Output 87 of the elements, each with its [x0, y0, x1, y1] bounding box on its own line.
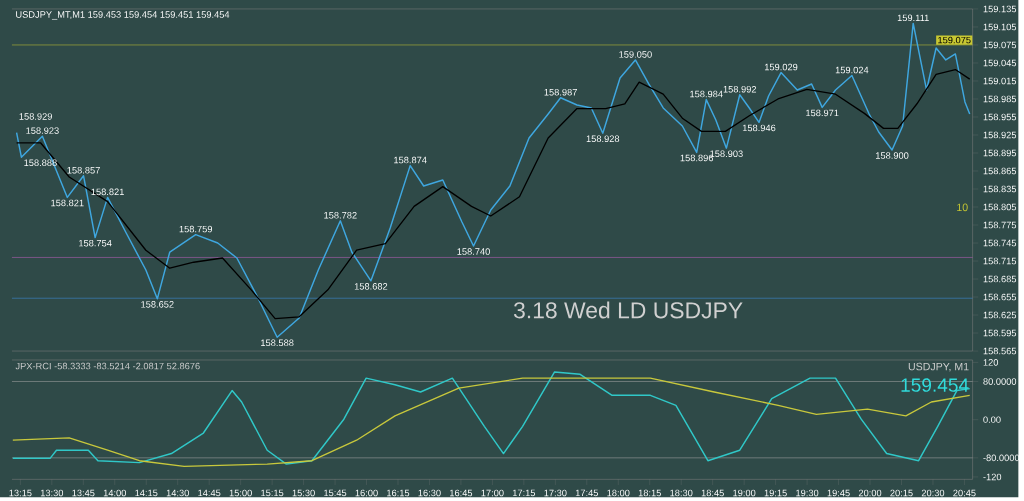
x-tick-label: 15:30: [292, 489, 315, 497]
x-tick-label: 14:45: [198, 489, 221, 497]
annotation: 158.971: [806, 109, 839, 117]
x-tick-label: 18:15: [638, 489, 661, 497]
y-tick-label: 158.595: [983, 329, 1017, 337]
x-tick-label: 20:15: [890, 489, 913, 497]
y-tick-label: 0.00: [983, 416, 1001, 424]
annotation: 158.821: [91, 188, 124, 196]
x-tick-label: 19:45: [827, 489, 850, 497]
y-tick-label: 158.835: [983, 185, 1017, 193]
x-tick-label: 18:00: [607, 489, 630, 497]
annotation: 3.18 Wed LD USDJPY: [513, 301, 743, 319]
annotation: 158.923: [26, 127, 59, 135]
x-tick-label: 17:45: [575, 489, 599, 497]
annotation: 158.652: [141, 301, 174, 308]
x-tick-label: 13:45: [72, 489, 95, 497]
x-tick-label: 17:30: [544, 489, 567, 497]
annotation: 158.987: [544, 89, 577, 96]
annotation: 158.984: [690, 90, 723, 98]
annotation: JPX-RCI -58.3333 -83.5214 -2.0817 52.8676: [15, 362, 200, 370]
annotation: 158.782: [324, 212, 357, 219]
x-tick-label: 19:15: [764, 489, 787, 497]
y-tick-label: 159.045: [983, 59, 1017, 67]
x-tick-label: 13:30: [40, 489, 64, 497]
annotation: USDJPY, M1: [908, 362, 969, 372]
x-tick-label: 16:00: [355, 489, 378, 497]
y-tick-label: 158.985: [983, 95, 1017, 103]
annotation: USDJPY_MT,M1 159.453 159.454 159.451 159.454: [16, 11, 230, 20]
y-tick-label: 158.865: [983, 167, 1017, 175]
annotation: 158.740: [457, 248, 490, 255]
y-tick-label: 158.775: [983, 221, 1017, 229]
x-tick-label: 13:15: [9, 489, 32, 497]
annotation: 158.992: [723, 86, 757, 93]
y-tick-label: 158.805: [983, 203, 1017, 211]
x-tick-label: 14:00: [103, 489, 127, 497]
annotation: 158.754: [79, 240, 112, 247]
y-tick-label: 158.745: [983, 239, 1017, 247]
y-tick-label: 158.565: [983, 347, 1017, 355]
x-tick-label: 16:45: [450, 489, 473, 497]
x-tick-label: 20:00: [858, 489, 882, 497]
y-tick-label: 159.015: [983, 77, 1017, 85]
x-tick-label: 20:30: [921, 489, 945, 497]
x-tick-label: 18:45: [701, 489, 724, 497]
annotation: 158.874: [394, 156, 427, 164]
y-tick-label: 120: [983, 359, 999, 366]
annotation: 159.029: [764, 63, 798, 71]
y-tick-label: 158.925: [983, 131, 1017, 139]
annotation: 159.111: [897, 14, 929, 22]
x-tick-label: 14:30: [166, 489, 189, 497]
y-tick-label: 158.685: [983, 275, 1017, 283]
annotation: 158.946: [742, 124, 776, 132]
y-tick-label: 158.625: [983, 311, 1017, 319]
x-tick-label: 15:15: [261, 489, 284, 497]
annotation: 158.900: [875, 152, 909, 159]
x-tick-label: 15:00: [229, 489, 252, 497]
line-series: [15, 22, 971, 339]
annotation: 158.928: [586, 135, 620, 143]
y-tick-label: 159.105: [983, 23, 1017, 31]
annotation: 158.821: [51, 199, 84, 207]
annotation: 10: [957, 203, 968, 212]
x-tick-label: 16:15: [387, 489, 410, 497]
x-tick-label: 16:30: [418, 489, 441, 497]
x-tick-label: 14:15: [135, 489, 158, 497]
y-tick-label: 158.955: [983, 113, 1017, 121]
y-tick-label: 158.895: [983, 149, 1017, 157]
ref-line-label: 159.075: [938, 36, 971, 44]
x-tick-label: 17:15: [512, 489, 536, 497]
x-tick-label: 18:30: [670, 489, 693, 497]
y-tick-label: 80.0000: [983, 378, 1017, 385]
y-tick-label: 159.075: [983, 41, 1017, 49]
annotation: 159.024: [835, 66, 869, 74]
annotation: 158.759: [179, 225, 213, 233]
annotation: 159.050: [619, 51, 652, 58]
annotation: 159.454: [901, 378, 969, 392]
y-tick-label: 158.655: [983, 293, 1017, 301]
x-tick-label: 17:00: [481, 489, 504, 497]
y-tick-label: 158.715: [983, 257, 1017, 265]
y-tick-label: 159.135: [983, 5, 1017, 13]
x-tick-label: 15:45: [324, 489, 347, 497]
annotation: 158.857: [67, 167, 100, 174]
x-tick-label: 19:30: [796, 489, 819, 497]
annotation: 158.682: [354, 283, 388, 290]
annotation: 158.588: [261, 339, 294, 347]
x-tick-label: 20:45: [953, 489, 976, 497]
x-tick-label: 19:00: [733, 489, 756, 497]
annotation: 158.929: [19, 113, 52, 120]
y-tick-label: -120: [983, 473, 1002, 481]
